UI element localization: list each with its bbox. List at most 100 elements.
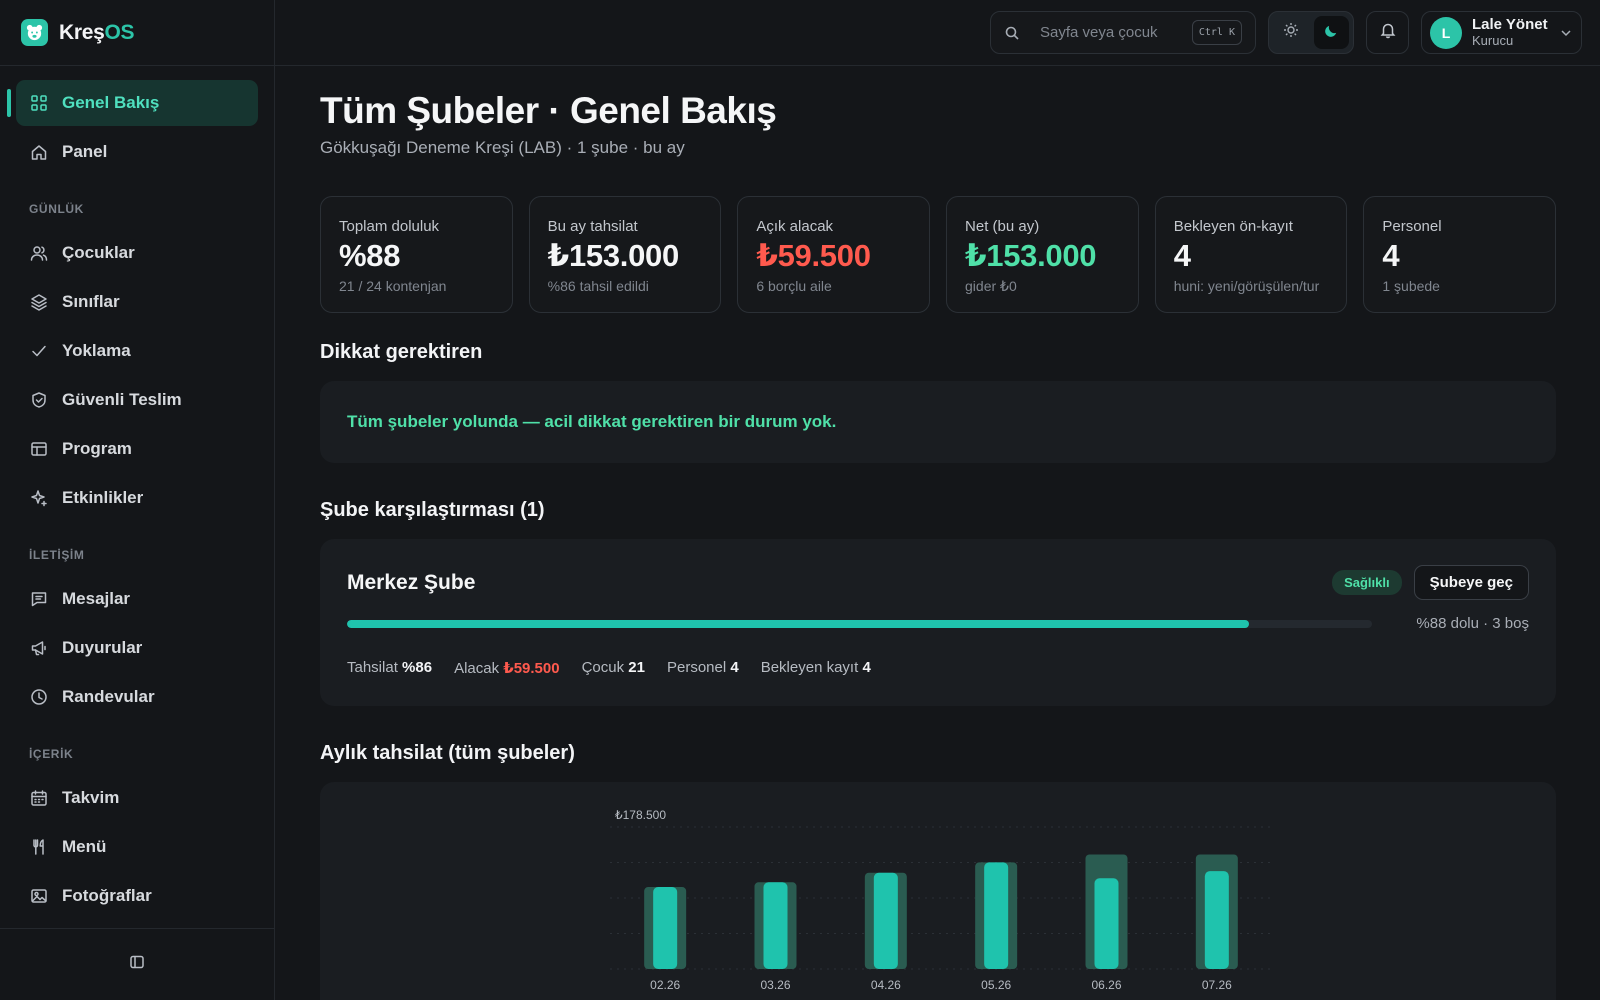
x-tick-label: 06.26 [1091,978,1121,992]
notifications-button[interactable] [1366,11,1409,54]
clock-icon [30,688,48,706]
sidebar-item-label: Yoklama [62,341,131,360]
kpi-label: Net (bu ay) [965,218,1040,235]
kpi-value: ₺153.000 [965,238,1097,273]
brand[interactable]: KreşOS [0,0,274,66]
branch-stat-label: Personel [666,659,727,676]
y-max-label: ₺178.500 [615,808,666,822]
search-input[interactable]: Sayfa veya çocuk Ctrl K [990,11,1256,54]
sidebar-item-mesajlar[interactable]: Mesajlar [16,576,258,622]
user-menu[interactable]: L Lale Yönet Kurucu [1421,11,1582,54]
collapse-sidebar-button[interactable] [0,928,274,1000]
sparkle-icon [30,489,48,507]
branch-stat-value: 4 [862,659,871,676]
sidebar-item-label: Panel [62,142,108,161]
sidebar-item-randevular[interactable]: Randevular [16,674,258,720]
page-subtitle: Gökkuşağı Deneme Kreşi (LAB) · 1 şube · … [320,138,685,157]
monthly-title: Aylık tahsilat (tüm şubeler) [320,742,575,764]
collected-bar [873,872,898,969]
page-title: Tüm Şubeler · Genel Bakış [320,90,777,131]
collected-bar [653,887,678,969]
x-tick-label: 02.26 [650,978,680,992]
sidebar-nav: Genel Bakış Panel GÜNLÜK Çocuklar Sınıflar Yo… [0,66,274,919]
user-name: Lale Yönet [1472,15,1548,33]
branch-stat-tahsilat: Tahsilat %86 [347,659,432,677]
kpi-value: %88 [339,238,401,273]
kpi-row: Toplam doluluk %88 21 / 24 kontenjan Bu ay … [320,196,1557,313]
sidebar-item-duyurular[interactable]: Duyurular [16,625,258,671]
sidebar-item-yoklama[interactable]: Yoklama [16,328,258,374]
kpi-label: Personel [1382,218,1442,235]
branch-stat-label: Tahsilat [347,659,398,676]
x-tick-label: 04.26 [871,978,901,992]
light-theme-button[interactable] [1273,16,1308,49]
sidebar-toggle-icon [129,954,145,975]
sidebar-item-label: Çocuklar [62,243,135,262]
branch-stat-personel: Personel 4 [667,659,739,677]
moon-icon [1324,23,1339,43]
kpi-label: Bekleyen ön-kayıt [1173,218,1293,235]
bell-icon [1379,21,1397,44]
x-tick-label: 03.26 [760,978,790,992]
bear-logo-icon [21,19,48,46]
monthly-chart-card: ₺178.500 02.26 03.26 04.26 05.26 06.26 07.26 [320,782,1556,1000]
occupancy-row: %88 dolu · 3 boş [347,615,1529,632]
occupancy-bar [347,619,1372,628]
message-icon [30,590,48,608]
branch-stat-value: 4 [730,659,739,676]
kpi-value: ₺153.000 [547,238,680,273]
status-badge: Sağlıklı [1332,570,1402,595]
attention-title: Dikkat gerektiren [320,341,483,363]
kpi-hint: %86 tahsil edildi [547,278,649,294]
sun-icon [1283,22,1299,43]
sidebar-item-label: Takvim [62,788,120,807]
dark-theme-button[interactable] [1314,16,1349,49]
shield-icon [30,391,48,409]
sidebar-item-takvim[interactable]: Takvim [16,775,258,821]
sidebar-item-label: Genel Bakış [62,93,160,112]
kpi-label: Bu ay tahsilat [547,218,638,235]
sidebar-item-label: Randevular [62,687,155,706]
branch-stat-value: ₺59.500 [503,660,560,677]
topbar: Sayfa veya çocuk Ctrl K [275,0,1600,66]
branch-name: Merkez Şube [347,570,476,594]
go-to-branch-button[interactable]: Şubeye geç [1413,565,1529,600]
attention-card: Tüm şubeler yolunda — acil dikkat gerekt… [320,381,1556,463]
sidebar-item-guvenli-teslim[interactable]: Güvenli Teslim [16,377,258,423]
sidebar-item-label: Program [62,439,132,458]
kpi-hint: 1 şubede [1382,278,1440,294]
page-content: Tüm Şubeler · Genel Bakış Gökkuşağı Dene… [275,66,1600,1000]
grid-icon [30,94,48,112]
theme-toggle [1268,11,1354,54]
branch-stat-label: Çocuk [581,659,625,676]
calendar-icon [30,789,48,807]
collected-bar [763,882,788,969]
sidebar-item-program[interactable]: Program [16,426,258,472]
sidebar-section-title: İÇERİK [29,747,74,761]
sidebar-item-menu[interactable]: Menü [16,824,258,870]
branch-card: Merkez Şube Sağlıklı Şubeye geç %88 dolu… [320,539,1556,706]
comparison-title: Şube karşılaştırması (1) [320,499,545,521]
shortcut-hint: Ctrl K [1191,20,1242,45]
sidebar-section-title: GÜNLÜK [29,202,84,216]
table-icon [30,440,48,458]
sidebar-item-panel[interactable]: Panel [16,129,258,175]
sidebar-item-genel-bakis[interactable]: Genel Bakış [7,80,258,126]
kpi-hint: huni: yeni/görüşülen/tur [1173,278,1320,294]
sidebar-item-label: Güvenli Teslim [62,390,182,409]
kpi-hint: 21 / 24 kontenjan [339,278,447,294]
sidebar-item-etkinlikler[interactable]: Etkinlikler [16,475,258,521]
branch-stat-value: %86 [402,659,433,676]
kpi-value: 4 [1382,238,1400,273]
branch-stats: Tahsilat %86 Alacak ₺59.500 Çocuk 21 Person… [347,659,1529,677]
kpi-card-bu-ay-tahsilat: Bu ay tahsilat ₺153.000 %86 tahsil edildi [528,196,722,313]
kpi-value: ₺59.500 [756,238,871,273]
kpi-card-toplam-doluluk: Toplam doluluk %88 21 / 24 kontenjan [320,196,513,313]
sidebar-item-siniflar[interactable]: Sınıflar [16,279,258,325]
search-placeholder: Sayfa veya çocuk [1040,24,1158,41]
sidebar-item-cocuklar[interactable]: Çocuklar [16,230,258,276]
sidebar-section-title: İLETİŞİM [29,548,85,562]
kpi-card-acik-alacak: Açık alacak ₺59.500 6 borçlu aile [737,196,931,313]
kpi-value: 4 [1173,238,1191,273]
sidebar-item-fotograflar[interactable]: Fotoğraflar [16,873,258,919]
